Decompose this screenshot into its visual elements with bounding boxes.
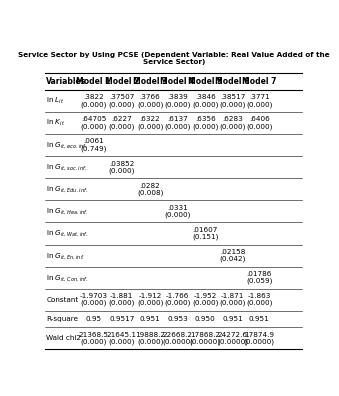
Text: 0.95: 0.95 bbox=[85, 316, 102, 322]
Text: 21368.5
(0.000): 21368.5 (0.000) bbox=[79, 331, 108, 345]
Text: .03852
(0.000): .03852 (0.000) bbox=[108, 160, 135, 174]
Text: Model 6: Model 6 bbox=[215, 77, 250, 86]
Text: 0.953: 0.953 bbox=[167, 316, 188, 322]
Text: -1.881
(0.000): -1.881 (0.000) bbox=[108, 293, 135, 307]
Text: Wald chi2: Wald chi2 bbox=[46, 335, 81, 341]
Text: 0.951: 0.951 bbox=[222, 316, 243, 322]
Text: ln $L_{it}$: ln $L_{it}$ bbox=[46, 96, 65, 106]
Text: .01786
(0.059): .01786 (0.059) bbox=[246, 271, 272, 284]
Text: .0282
(0.008): .0282 (0.008) bbox=[137, 183, 163, 196]
Text: 21645.1
(0.000): 21645.1 (0.000) bbox=[107, 331, 137, 345]
Text: Model 2: Model 2 bbox=[104, 77, 139, 86]
Text: .0331
(0.000): .0331 (0.000) bbox=[164, 205, 191, 218]
Text: .3846
(0.000): .3846 (0.000) bbox=[192, 94, 218, 108]
Text: 17874.9
(0.0000): 17874.9 (0.0000) bbox=[244, 331, 275, 345]
Text: 0.9517: 0.9517 bbox=[109, 316, 134, 322]
Text: -1.766
(0.000): -1.766 (0.000) bbox=[164, 293, 191, 307]
Text: 22668.2
(0.0000): 22668.2 (0.0000) bbox=[162, 331, 193, 345]
Text: Service Sector by Using PCSE (Dependent Variable: Real Value Added of the
Servic: Service Sector by Using PCSE (Dependent … bbox=[18, 52, 330, 65]
Text: Variables: Variables bbox=[46, 77, 86, 86]
Text: 19888.2
(0.000): 19888.2 (0.000) bbox=[135, 331, 165, 345]
Text: ln $G_{it,Wat.inf.}$: ln $G_{it,Wat.inf.}$ bbox=[46, 228, 89, 238]
Text: 17868.2
(0.0000): 17868.2 (0.0000) bbox=[190, 331, 221, 345]
Text: ln $G_{it,Con.inf.}$: ln $G_{it,Con.inf.}$ bbox=[46, 273, 89, 283]
Text: -1.9703
(0.000): -1.9703 (0.000) bbox=[80, 293, 107, 307]
Text: ln $G_{it,En.inf.}$: ln $G_{it,En.inf.}$ bbox=[46, 251, 85, 261]
Text: ln $G_{it,Hea.inf.}$: ln $G_{it,Hea.inf.}$ bbox=[46, 206, 89, 216]
Text: .3766
(0.000): .3766 (0.000) bbox=[137, 94, 163, 108]
Text: R-square: R-square bbox=[46, 316, 78, 322]
Text: Model 7: Model 7 bbox=[242, 77, 276, 86]
Text: ln $G_{it,soc.inf.}$: ln $G_{it,soc.inf.}$ bbox=[46, 162, 87, 172]
Text: -1.863
(0.000): -1.863 (0.000) bbox=[246, 293, 272, 307]
Text: .6322
(0.000): .6322 (0.000) bbox=[137, 116, 163, 130]
Text: 24272.6
(0.0000): 24272.6 (0.0000) bbox=[217, 331, 248, 345]
Text: .6283
(0.000): .6283 (0.000) bbox=[219, 116, 246, 130]
Text: ln $K_{it}$: ln $K_{it}$ bbox=[46, 118, 65, 128]
Text: Model 1: Model 1 bbox=[76, 77, 111, 86]
Text: .6356
(0.000): .6356 (0.000) bbox=[192, 116, 218, 130]
Text: Constant: Constant bbox=[46, 297, 79, 303]
Text: .64705
(0.000): .64705 (0.000) bbox=[80, 116, 107, 130]
Text: .01607
(0.151): .01607 (0.151) bbox=[192, 227, 218, 240]
Text: Model 5: Model 5 bbox=[188, 77, 222, 86]
Text: .02158
(0.042): .02158 (0.042) bbox=[219, 249, 246, 262]
Text: -1.871
(0.000): -1.871 (0.000) bbox=[219, 293, 246, 307]
Text: .3822
(0.000): .3822 (0.000) bbox=[80, 94, 107, 108]
Text: 0.950: 0.950 bbox=[195, 316, 216, 322]
Text: .38517
(0.000): .38517 (0.000) bbox=[219, 94, 246, 108]
Text: 0.951: 0.951 bbox=[249, 316, 270, 322]
Text: .3771
(0.000): .3771 (0.000) bbox=[246, 94, 272, 108]
Text: .37507
(0.000): .37507 (0.000) bbox=[108, 94, 135, 108]
Text: ln $G_{it,eco.inf.}$: ln $G_{it,eco.inf.}$ bbox=[46, 140, 88, 150]
Text: 0.951: 0.951 bbox=[140, 316, 160, 322]
Text: .6137
(0.000): .6137 (0.000) bbox=[164, 116, 191, 130]
Text: Model 4: Model 4 bbox=[160, 77, 195, 86]
Text: .6406
(0.000): .6406 (0.000) bbox=[246, 116, 272, 130]
Text: .6227
(0.000): .6227 (0.000) bbox=[108, 116, 135, 130]
Text: .0061
(0.749): .0061 (0.749) bbox=[80, 139, 107, 152]
Text: -1.912
(0.000): -1.912 (0.000) bbox=[137, 293, 163, 307]
Text: .3839
(0.000): .3839 (0.000) bbox=[164, 94, 191, 108]
Text: ln $G_{it,Edu.inf.}$: ln $G_{it,Edu.inf.}$ bbox=[46, 185, 88, 194]
Text: Model 3: Model 3 bbox=[133, 77, 167, 86]
Text: -1.952
(0.000): -1.952 (0.000) bbox=[192, 293, 218, 307]
